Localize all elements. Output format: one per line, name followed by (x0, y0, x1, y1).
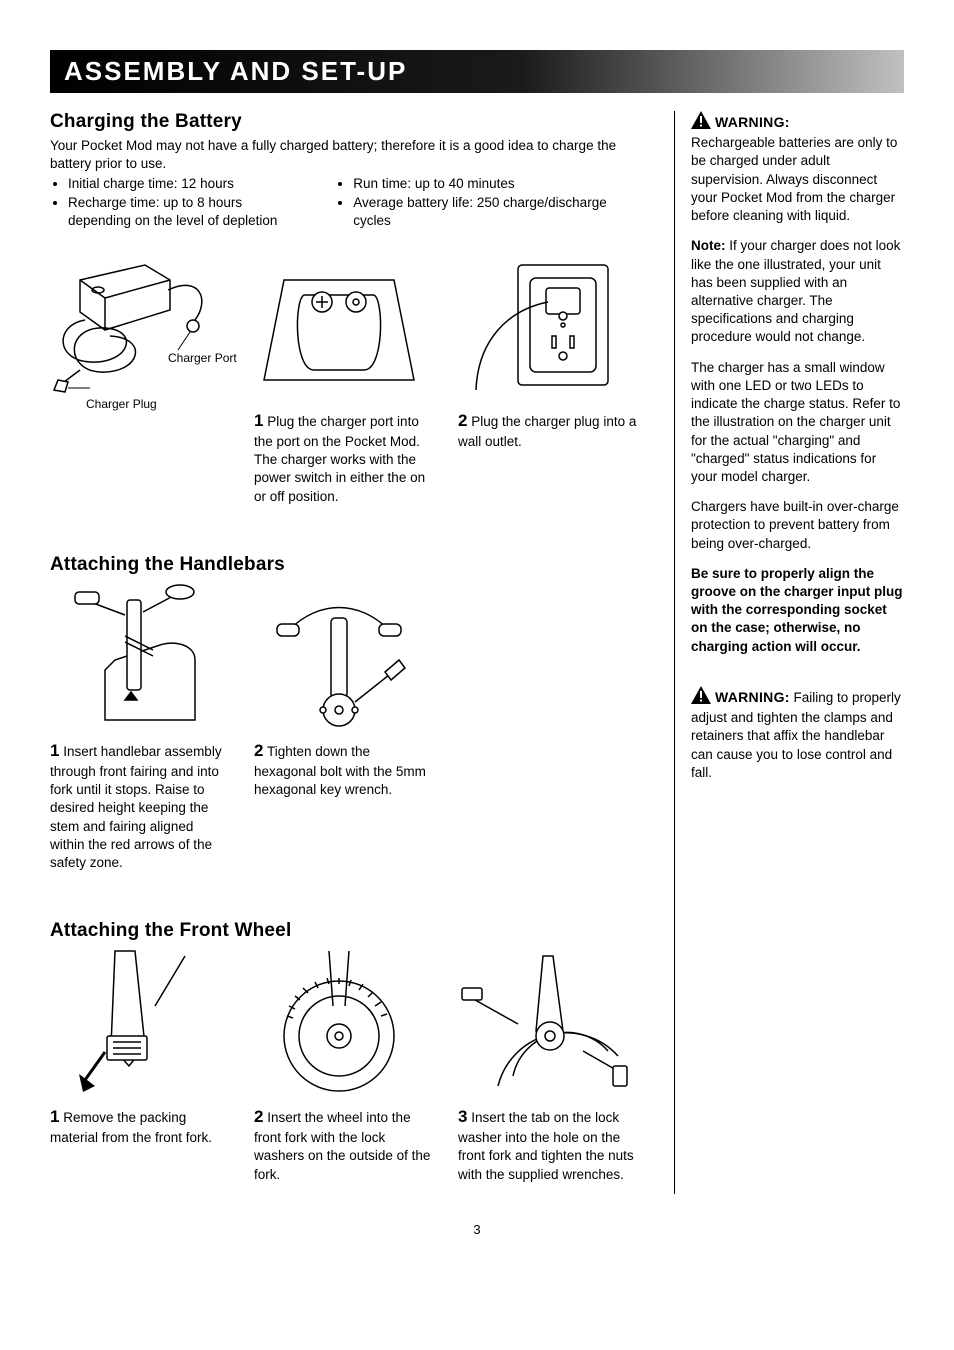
sidebar-p3: The charger has a small window with one … (691, 359, 904, 487)
page-banner: ASSEMBLY AND SET-UP (50, 50, 904, 93)
charging-step-1: 1 Plug the charger port into the port on… (254, 250, 434, 506)
step-text: Plug the charger port into the port on t… (254, 414, 425, 504)
fw-step3-illustration (458, 946, 628, 1096)
bullets-right: Run time: up to 40 minutes Average batte… (335, 175, 642, 230)
charging-steps: Charger Port Charger Plug (50, 250, 642, 506)
note-text: If your charger does not look like the o… (691, 238, 900, 344)
sidebar-p5: Be sure to properly align the groove on … (691, 565, 904, 656)
step-text: Insert the tab on the lock washer into t… (458, 1110, 634, 1181)
page-number: 3 (50, 1222, 904, 1237)
warning-icon (691, 686, 711, 709)
step-caption: 1 Insert handlebar assembly through fron… (50, 740, 230, 872)
step-text: Remove the packing material from the fro… (50, 1110, 212, 1145)
wheel-step-1: 1 Remove the packing material from the f… (50, 946, 230, 1184)
wheel-step-2: 2 Insert the wheel into the front fork w… (254, 946, 434, 1184)
bullet-item: Average battery life: 250 charge/dischar… (353, 194, 642, 230)
section-heading-charging: Charging the Battery (50, 111, 642, 133)
note-label: Note: (691, 238, 726, 253)
charger-figure: Charger Port Charger Plug (50, 250, 230, 506)
note-para: Note: If your charger does not look like… (691, 237, 904, 346)
handlebar-steps: 1 Insert handlebar assembly through fron… (50, 580, 642, 872)
step-number: 2 (254, 1107, 263, 1126)
bullet-item: Run time: up to 40 minutes (353, 175, 642, 193)
step-number: 1 (50, 741, 59, 760)
step-caption: 1 Plug the charger port into the port on… (254, 410, 434, 506)
step-caption: 2 Insert the wheel into the front fork w… (254, 1106, 434, 1184)
warning-1: WARNING: Rechargeable batteries are only… (691, 111, 904, 225)
handlebar-step-2: 2 Tighten down the hexagonal bolt with t… (254, 580, 434, 872)
step-text: Insert the wheel into the front fork wit… (254, 1110, 430, 1181)
warning-head: WARNING: (715, 689, 790, 705)
step-text: Plug the charger plug into a wall outlet… (458, 414, 636, 449)
label-charger-port: Charger Port (168, 350, 348, 366)
main-column: Charging the Battery Your Pocket Mod may… (50, 111, 642, 1194)
warning-text: Rechargeable batteries are only to be ch… (691, 135, 897, 223)
charging-step-2: 2 Plug the charger plug into a wall outl… (458, 250, 638, 506)
hb-step1-illustration (50, 580, 220, 730)
fw-step1-illustration (50, 946, 220, 1096)
step-text: Tighten down the hexagonal bolt with the… (254, 744, 426, 797)
step-number: 1 (254, 411, 263, 430)
section-heading-handlebars: Attaching the Handlebars (50, 554, 642, 576)
sidebar: WARNING: Rechargeable batteries are only… (674, 111, 904, 1194)
step-number: 2 (254, 741, 263, 760)
sidebar-p4: Chargers have built-in over-charge prote… (691, 498, 904, 553)
step-caption: 1 Remove the packing material from the f… (50, 1106, 230, 1147)
handlebar-step-1: 1 Insert handlebar assembly through fron… (50, 580, 230, 872)
warning-icon (691, 111, 711, 134)
step-number: 1 (50, 1107, 59, 1126)
page-body: Charging the Battery Your Pocket Mod may… (50, 111, 904, 1194)
step-number: 2 (458, 411, 467, 430)
wheel-steps: 1 Remove the packing material from the f… (50, 946, 642, 1184)
step-caption: 2 Plug the charger plug into a wall outl… (458, 410, 638, 451)
bullet-item: Initial charge time: 12 hours (68, 175, 295, 193)
hb-step2-illustration (254, 580, 424, 730)
bullet-item: Recharge time: up to 8 hours depending o… (68, 194, 295, 230)
label-charger-plug: Charger Plug (86, 396, 266, 412)
charger-illustration (50, 250, 220, 400)
step-caption: 2 Tighten down the hexagonal bolt with t… (254, 740, 434, 799)
step-text: Insert handlebar assembly through front … (50, 744, 222, 870)
step2-illustration (458, 250, 628, 400)
section-heading-frontwheel: Attaching the Front Wheel (50, 920, 642, 942)
bullets-left: Initial charge time: 12 hours Recharge t… (50, 175, 295, 230)
warning-head: WARNING: (715, 114, 790, 130)
charging-bullets: Initial charge time: 12 hours Recharge t… (50, 175, 642, 230)
step-caption: 3 Insert the tab on the lock washer into… (458, 1106, 638, 1184)
step1-illustration (254, 250, 424, 400)
charging-intro: Your Pocket Mod may not have a fully cha… (50, 137, 642, 173)
wheel-step-3: 3 Insert the tab on the lock washer into… (458, 946, 638, 1184)
fw-step2-illustration (254, 946, 424, 1096)
warning-2: WARNING: Failing to properly adjust and … (691, 686, 904, 782)
step-number: 3 (458, 1107, 467, 1126)
